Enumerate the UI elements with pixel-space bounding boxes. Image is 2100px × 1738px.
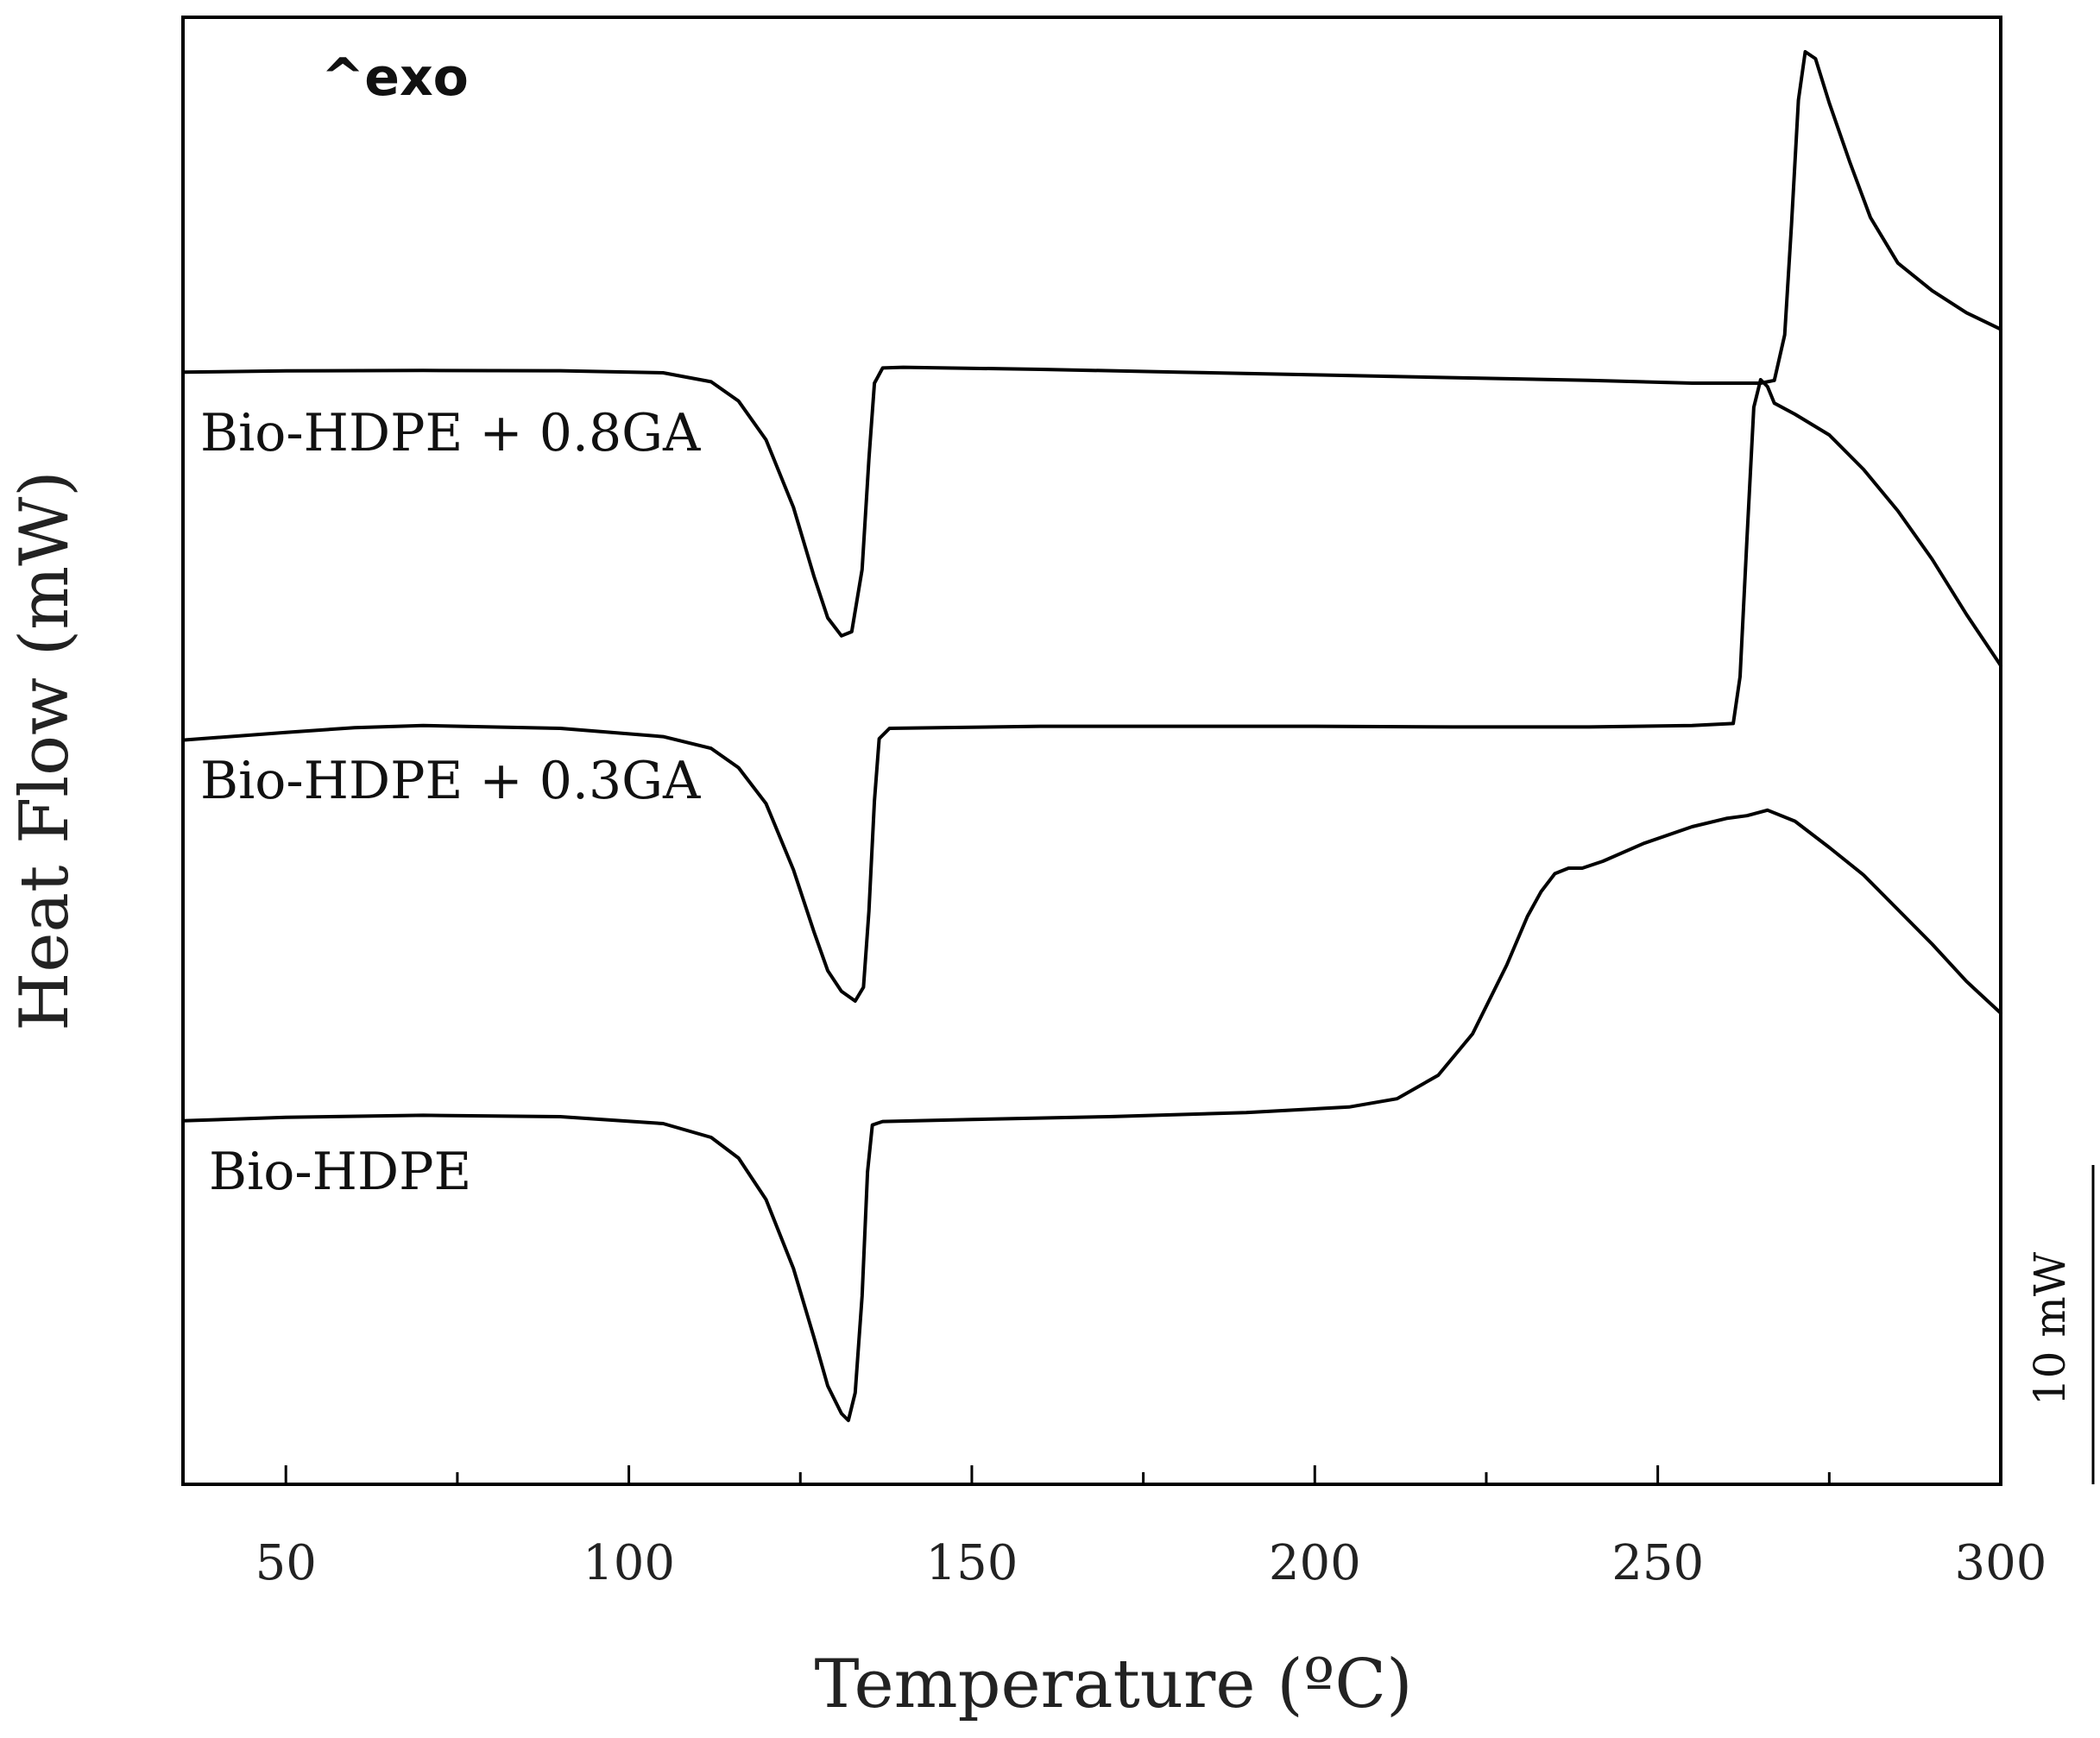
x-tick-label: 50: [255, 1535, 317, 1591]
x-tick-label: 200: [1269, 1535, 1361, 1591]
y-axis-title: Heat Flow (mW): [6, 470, 84, 1030]
x-tick-label: 250: [1611, 1535, 1704, 1591]
series-label-bio-hdpe: Bio-HDPE: [209, 1142, 471, 1202]
series-label-0.8ga: Bio-HDPE + 0.8GA: [200, 403, 701, 463]
scale-bar-label: 10 mW: [2025, 1251, 2075, 1406]
series-line-1: [181, 50, 2002, 638]
series-line-2: [181, 378, 2002, 1003]
x-axis-title: Temperature (ºC): [814, 1646, 1412, 1723]
series-curves: [181, 50, 2002, 1422]
plot-frame: [181, 16, 2002, 1486]
x-tick-label: 100: [583, 1535, 675, 1591]
exo-marker: ^exo: [321, 47, 469, 108]
x-tick-label: 300: [1955, 1535, 2047, 1591]
series-line-3: [181, 808, 2002, 1422]
x-axis-tick-labels: 50 100 150 200 250 300: [255, 1535, 2047, 1591]
x-axis-ticks: [284, 1465, 2002, 1484]
x-tick-label: 150: [925, 1535, 1018, 1591]
series-label-0.3ga: Bio-HDPE + 0.3GA: [200, 751, 701, 811]
